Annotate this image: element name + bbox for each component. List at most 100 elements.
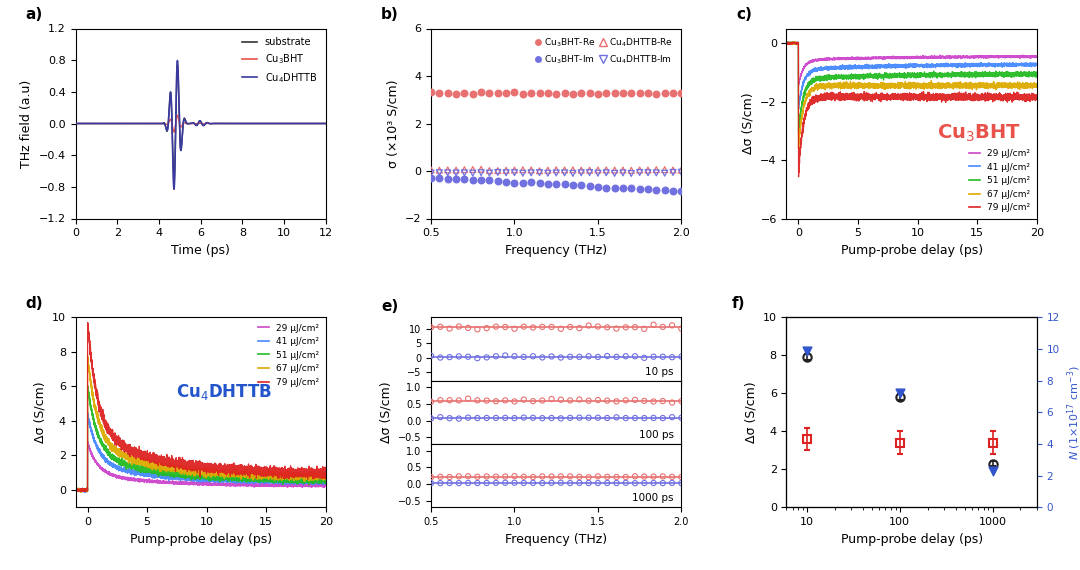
- Point: [598, 478, 616, 487]
- Point: [548, 180, 565, 189]
- Y-axis label: THz field (a.u): THz field (a.u): [21, 79, 33, 168]
- Point: [572, 181, 590, 190]
- Point: [631, 89, 648, 98]
- Point: [615, 168, 632, 177]
- Point: [432, 396, 449, 405]
- Text: e): e): [381, 299, 399, 314]
- Point: [478, 353, 496, 362]
- Point: [431, 166, 448, 175]
- Point: [552, 414, 569, 423]
- Point: [481, 176, 498, 185]
- Point: [648, 185, 665, 194]
- Point: [422, 323, 440, 332]
- Point: [606, 169, 623, 178]
- Point: [639, 165, 657, 174]
- Point: [590, 89, 607, 98]
- Legend: substrate, Cu$_3$BHT, Cu$_4$DHTTB: substrate, Cu$_3$BHT, Cu$_4$DHTTB: [239, 34, 321, 88]
- Point: [590, 169, 607, 178]
- Point: [548, 165, 565, 174]
- Point: [663, 353, 680, 362]
- Point: [489, 168, 507, 177]
- Point: [570, 478, 588, 487]
- Point: [556, 168, 573, 177]
- Point: [531, 168, 549, 177]
- Point: [525, 352, 542, 361]
- Point: [481, 89, 498, 98]
- Text: d): d): [26, 296, 43, 311]
- Point: [636, 324, 653, 333]
- Point: [441, 414, 458, 423]
- Point: [469, 325, 486, 334]
- Point: [459, 413, 476, 422]
- Text: c): c): [737, 7, 753, 22]
- Point: [422, 173, 440, 182]
- Point: [552, 353, 569, 362]
- Point: [447, 89, 464, 98]
- Point: [552, 478, 569, 487]
- Text: 1000 ps: 1000 ps: [633, 494, 674, 503]
- Point: [636, 472, 653, 481]
- Point: [422, 473, 440, 482]
- Point: [481, 169, 498, 178]
- Point: [539, 169, 556, 178]
- Point: [489, 176, 507, 185]
- Point: [626, 479, 644, 488]
- Point: [487, 397, 504, 406]
- Point: [626, 472, 644, 481]
- Point: [590, 413, 607, 422]
- Y-axis label: $N$ (1×10$^{17}$ cm$^{-3}$): $N$ (1×10$^{17}$ cm$^{-3}$): [1065, 365, 1080, 460]
- Point: [456, 168, 473, 177]
- Point: [525, 413, 542, 422]
- Point: [447, 169, 464, 178]
- Point: [562, 352, 579, 361]
- Point: [543, 413, 561, 422]
- Point: [450, 414, 468, 423]
- Point: [472, 88, 489, 97]
- Point: [464, 165, 482, 174]
- Point: [459, 478, 476, 487]
- Point: [478, 478, 496, 487]
- Point: [531, 89, 549, 98]
- Point: [441, 478, 458, 487]
- Point: [631, 165, 648, 174]
- Point: [572, 168, 590, 177]
- Point: [478, 413, 496, 422]
- Point: [615, 88, 632, 97]
- Point: [478, 472, 496, 481]
- Point: [459, 352, 476, 361]
- Point: [498, 89, 515, 98]
- Point: [450, 479, 468, 488]
- Point: [472, 176, 489, 185]
- X-axis label: Frequency (THz): Frequency (THz): [505, 532, 607, 545]
- Point: [615, 184, 632, 193]
- Point: [673, 473, 690, 482]
- Point: [478, 324, 496, 333]
- Point: [450, 322, 468, 331]
- Point: [664, 168, 681, 177]
- Point: [564, 165, 581, 174]
- Point: [597, 183, 615, 192]
- Point: [523, 89, 540, 98]
- Point: [626, 413, 644, 422]
- Point: [673, 352, 690, 361]
- Point: [664, 186, 681, 196]
- Point: [552, 324, 569, 333]
- Point: [432, 353, 449, 362]
- Point: [556, 180, 573, 189]
- Point: [531, 179, 549, 188]
- Point: [497, 323, 514, 332]
- Point: [562, 396, 579, 405]
- Point: [648, 165, 665, 174]
- Point: [539, 88, 556, 97]
- Point: [673, 166, 690, 175]
- Point: [626, 396, 644, 405]
- Point: [598, 396, 616, 405]
- Point: [673, 168, 690, 177]
- Point: [441, 473, 458, 482]
- X-axis label: Pump-probe delay (ps): Pump-probe delay (ps): [840, 244, 983, 256]
- Point: [422, 397, 440, 406]
- Point: [562, 478, 579, 487]
- Point: [440, 165, 457, 174]
- Point: [525, 478, 542, 487]
- Point: [539, 166, 556, 175]
